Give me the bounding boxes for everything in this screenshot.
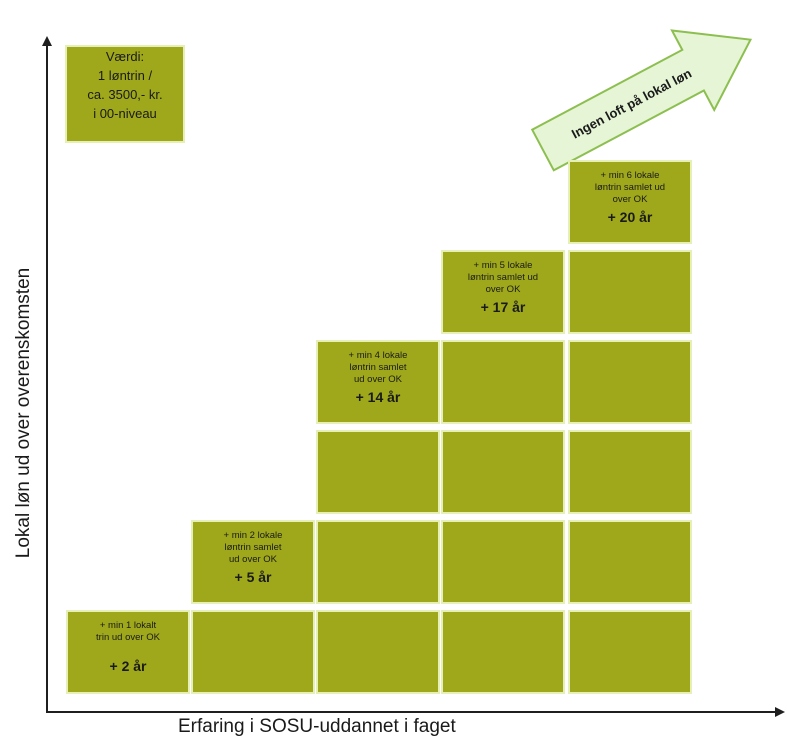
- step-block-1: + min 1 lokalt trin ud over OK + 2 år: [68, 612, 188, 692]
- legend-line: ca. 3500,- kr.: [87, 87, 163, 102]
- filler-block: [443, 522, 563, 602]
- step-block-4: + min 5 lokale løntrin samlet ud over OK…: [443, 252, 563, 332]
- step-text: + min 2 lokale løntrin samlet ud over OK: [223, 530, 283, 565]
- filler-block: [570, 522, 690, 602]
- step-text: + min 4 lokale løntrin samlet ud over OK: [348, 350, 408, 385]
- filler-block: [318, 522, 438, 602]
- step-years: + 17 år: [480, 299, 526, 315]
- y-axis: [46, 44, 48, 712]
- arrow-shape: [530, 29, 753, 172]
- x-axis-arrowhead: [775, 707, 785, 717]
- step-years: + 14 år: [355, 389, 401, 405]
- filler-block: [570, 612, 690, 692]
- y-axis-arrowhead: [42, 36, 52, 46]
- step-block-3: + min 4 lokale løntrin samlet ud over OK…: [318, 342, 438, 422]
- step-years: + 5 år: [234, 569, 272, 585]
- filler-block: [443, 432, 563, 512]
- x-axis: [46, 711, 776, 713]
- filler-block: [570, 432, 690, 512]
- filler-block: [318, 432, 438, 512]
- filler-block: [443, 342, 563, 422]
- step-block-2: + min 2 lokale løntrin samlet ud over OK…: [193, 522, 313, 602]
- step-years: + 2 år: [109, 658, 147, 674]
- filler-block: [443, 612, 563, 692]
- value-legend-box: Værdi: 1 løntrin / ca. 3500,- kr. i 00-n…: [67, 47, 183, 141]
- filler-block: [570, 342, 690, 422]
- filler-block: [193, 612, 313, 692]
- legend-line: 1 løntrin /: [97, 68, 153, 83]
- filler-block: [318, 612, 438, 692]
- step-text: + min 6 lokale løntrin samlet ud over OK: [594, 170, 666, 205]
- legend-line: i 00-niveau: [93, 106, 157, 121]
- step-years: + 20 år: [607, 209, 653, 225]
- step-block-5: + min 6 lokale løntrin samlet ud over OK…: [570, 162, 690, 242]
- step-text: + min 5 lokale løntrin samlet ud over OK: [467, 260, 539, 295]
- legend-line: Værdi:: [105, 49, 145, 64]
- step-text: + min 1 lokalt trin ud over OK: [96, 620, 160, 643]
- x-axis-label: Erfaring i SOSU-uddannet i faget: [178, 716, 456, 737]
- filler-block: [570, 252, 690, 332]
